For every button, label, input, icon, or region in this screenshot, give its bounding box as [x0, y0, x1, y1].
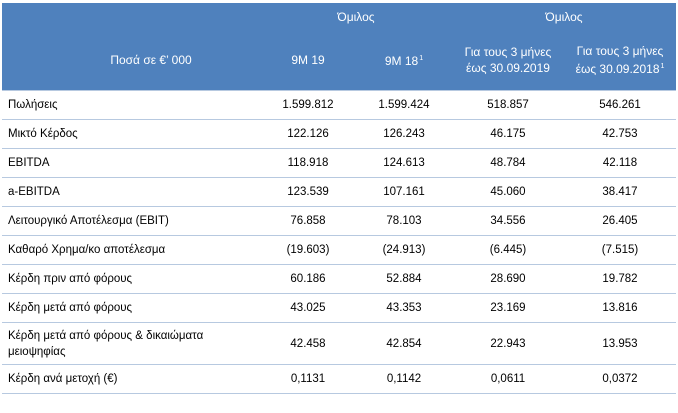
cell-value: 60.186 [260, 264, 356, 294]
table-row: Κέρδη ανά μετοχή (€) 0,1131 0,1142 0,061… [2, 364, 676, 394]
column-header-q3-2018-line1: Για τους 3 μήνες [576, 44, 664, 58]
header-empty-cell [2, 3, 260, 30]
column-header-9m18-label: 9M 18 [384, 54, 419, 68]
cell-value: (19.603) [260, 235, 356, 265]
column-header-q3-2019-line2: έως 30.09.2019 [466, 61, 550, 75]
group-header-left: Όμιλος [260, 3, 452, 30]
footnote-marker: 1 [660, 63, 665, 70]
cell-value: 23.169 [452, 293, 564, 323]
table-row: Πωλήσεις 1.599.812 1.599.424 518.857 546… [2, 90, 676, 120]
row-label: EBITDA [2, 148, 260, 178]
column-header-q3-2018-line2-text: έως 30.09.2018 [575, 62, 660, 76]
cell-value: 518.857 [452, 90, 564, 120]
table-row: a-EBITDA 123.539 107.161 45.060 38.417 [2, 177, 676, 207]
cell-value: 45.060 [452, 177, 564, 207]
cell-value: 118.918 [260, 148, 356, 178]
table-row: Λειτουργικό Αποτέλεσμα (EBIT) 76.858 78.… [2, 206, 676, 236]
column-header-q3-2018-line2: έως 30.09.20181 [564, 59, 676, 77]
cell-value: 0,0372 [564, 364, 676, 394]
cell-value: 13.816 [564, 293, 676, 323]
column-header-q3-2019: Για τους 3 μήνες έως 30.09.2019 [452, 30, 564, 91]
row-label: Κέρδη ανά μετοχή (€) [2, 364, 260, 394]
cell-value: 22.943 [452, 322, 564, 365]
column-header-9m19-label: 9M 19 [291, 53, 325, 67]
column-header-q3-2019-line1: Για τους 3 μήνες [464, 45, 552, 59]
row-label: Πωλήσεις [2, 90, 260, 120]
cell-value: 52.884 [356, 264, 452, 294]
column-header-q3-2018: Για τους 3 μήνες έως 30.09.20181 [564, 30, 676, 91]
row-label: Λειτουργικό Αποτέλεσμα (EBIT) [2, 206, 260, 236]
cell-value: 48.784 [452, 148, 564, 178]
cell-value: 28.690 [452, 264, 564, 294]
row-label: Κέρδη μετά από φόρους [2, 293, 260, 323]
cell-value: 1.599.812 [260, 90, 356, 120]
cell-value: (7.515) [564, 235, 676, 265]
cell-value: 1.599.424 [356, 90, 452, 120]
cell-value: 123.539 [260, 177, 356, 207]
footnote-marker: 1 [419, 55, 424, 62]
amounts-label: Ποσά σε €’ 000 [2, 30, 260, 91]
cell-value: 78.103 [356, 206, 452, 236]
cell-value: 43.353 [356, 293, 452, 323]
cell-value: 43.025 [260, 293, 356, 323]
cell-value: 38.417 [564, 177, 676, 207]
table-row: Κέρδη μετά από φόρους & δικαιώματα μειοψ… [2, 322, 676, 365]
cell-value: 42.753 [564, 119, 676, 149]
table-row: Μικτό Κέρδος 122.126 126.243 46.175 42.7… [2, 119, 676, 149]
cell-value: 42.118 [564, 148, 676, 178]
cell-value: 34.556 [452, 206, 564, 236]
table-header: Όμιλος Όμιλος Ποσά σε €’ 000 9M 19 9M 18… [2, 3, 676, 91]
row-label: Κέρδη πριν από φόρους [2, 264, 260, 294]
table-body: Πωλήσεις 1.599.812 1.599.424 518.857 546… [2, 90, 676, 394]
cell-value: 42.854 [356, 322, 452, 365]
table-row: Καθαρό Χρημα/κο αποτέλεσμα (19.603) (24.… [2, 235, 676, 265]
cell-value: 0,0611 [452, 364, 564, 394]
cell-value: 19.782 [564, 264, 676, 294]
cell-value: 46.175 [452, 119, 564, 149]
cell-value: 13.953 [564, 322, 676, 365]
cell-value: 126.243 [356, 119, 452, 149]
cell-value: 76.858 [260, 206, 356, 236]
row-label: a-EBITDA [2, 177, 260, 207]
cell-value: 0,1142 [356, 364, 452, 394]
cell-value: 124.613 [356, 148, 452, 178]
cell-value: 122.126 [260, 119, 356, 149]
column-header-9m18: 9M 181 [356, 30, 452, 91]
row-label: Μικτό Κέρδος [2, 119, 260, 149]
table-row: Κέρδη μετά από φόρους 43.025 43.353 23.1… [2, 293, 676, 323]
table-row: Κέρδη πριν από φόρους 60.186 52.884 28.6… [2, 264, 676, 294]
cell-value: 546.261 [564, 90, 676, 120]
financial-results-table: Όμιλος Όμιλος Ποσά σε €’ 000 9M 19 9M 18… [2, 3, 676, 394]
table-row: EBITDA 118.918 124.613 48.784 42.118 [2, 148, 676, 178]
row-label: Καθαρό Χρημα/κο αποτέλεσμα [2, 235, 260, 265]
row-label: Κέρδη μετά από φόρους & δικαιώματα μειοψ… [2, 322, 260, 365]
cell-value: 107.161 [356, 177, 452, 207]
cell-value: 26.405 [564, 206, 676, 236]
column-header-9m19: 9M 19 [260, 30, 356, 91]
cell-value: 42.458 [260, 322, 356, 365]
group-header-right: Όμιλος [452, 3, 676, 30]
cell-value: 0,1131 [260, 364, 356, 394]
cell-value: (6.445) [452, 235, 564, 265]
cell-value: (24.913) [356, 235, 452, 265]
